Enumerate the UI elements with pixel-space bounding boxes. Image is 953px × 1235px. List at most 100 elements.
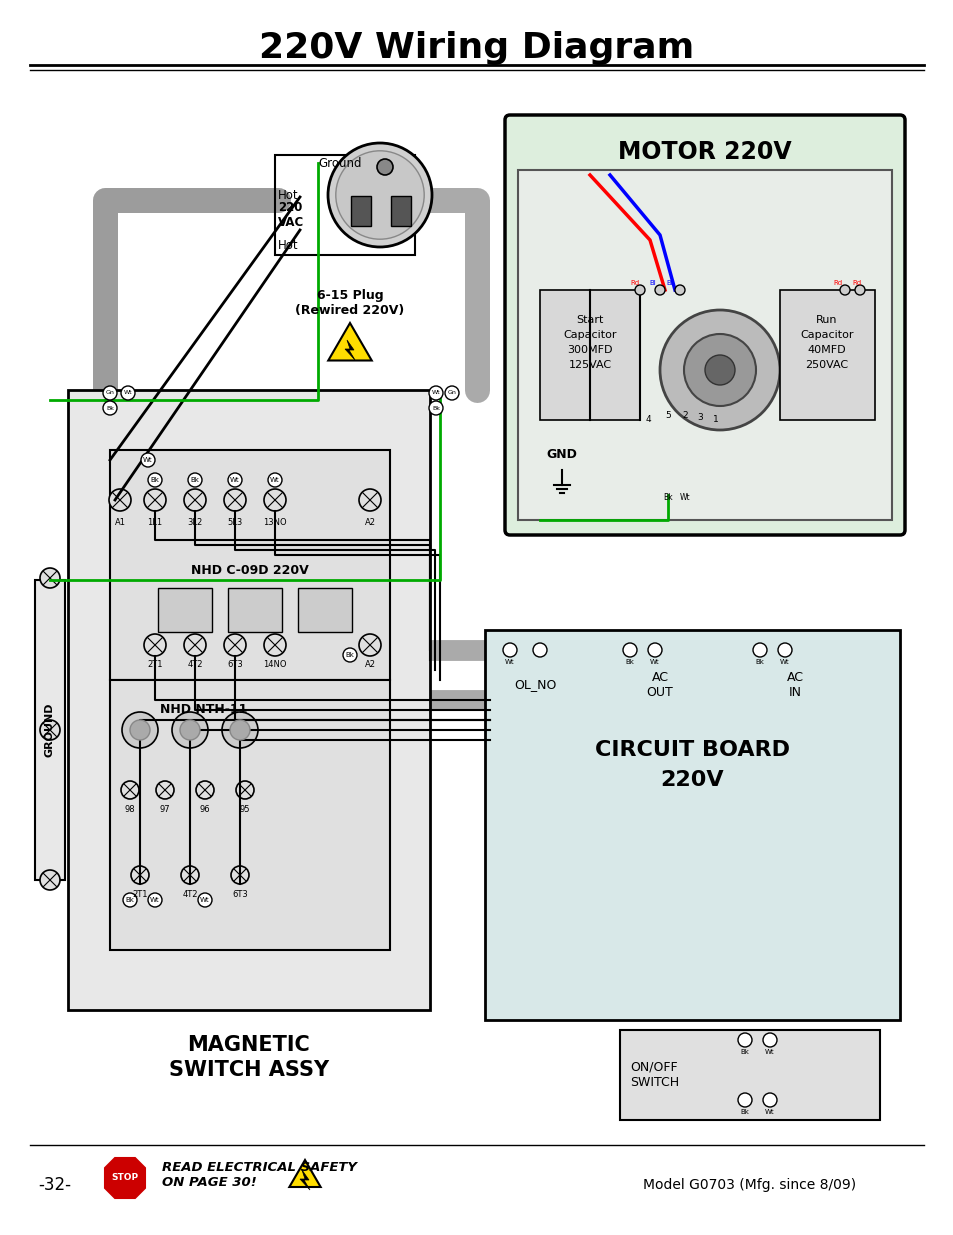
Text: 250VAC: 250VAC bbox=[804, 359, 847, 370]
Text: 95: 95 bbox=[239, 805, 250, 814]
Circle shape bbox=[358, 634, 380, 656]
Circle shape bbox=[738, 1032, 751, 1047]
Circle shape bbox=[103, 387, 117, 400]
Text: Bk: Bk bbox=[432, 405, 439, 410]
Polygon shape bbox=[345, 340, 355, 359]
Text: -32-: -32- bbox=[38, 1176, 71, 1194]
Text: Rd: Rd bbox=[630, 280, 639, 287]
Circle shape bbox=[335, 151, 424, 240]
Circle shape bbox=[122, 713, 158, 748]
Circle shape bbox=[328, 143, 432, 247]
Circle shape bbox=[635, 285, 644, 295]
Circle shape bbox=[40, 568, 60, 588]
Circle shape bbox=[502, 643, 517, 657]
Circle shape bbox=[264, 489, 286, 511]
Circle shape bbox=[358, 489, 380, 511]
Circle shape bbox=[533, 643, 546, 657]
FancyBboxPatch shape bbox=[35, 580, 65, 881]
FancyBboxPatch shape bbox=[539, 290, 639, 420]
FancyBboxPatch shape bbox=[228, 588, 282, 632]
Text: 5L3: 5L3 bbox=[227, 517, 242, 527]
FancyBboxPatch shape bbox=[351, 196, 371, 226]
Text: Bk: Bk bbox=[740, 1049, 749, 1055]
Text: AC: AC bbox=[785, 672, 802, 684]
Text: Wt: Wt bbox=[505, 659, 515, 664]
Polygon shape bbox=[289, 1160, 320, 1187]
Text: A2: A2 bbox=[364, 517, 375, 527]
Text: Wt: Wt bbox=[143, 457, 152, 463]
Text: GND: GND bbox=[545, 448, 577, 462]
Circle shape bbox=[148, 473, 162, 487]
Polygon shape bbox=[105, 1158, 145, 1198]
Text: Bk: Bk bbox=[662, 494, 672, 503]
Text: STOP: STOP bbox=[112, 1173, 138, 1182]
Circle shape bbox=[224, 634, 246, 656]
Circle shape bbox=[148, 893, 162, 906]
Circle shape bbox=[659, 310, 780, 430]
Polygon shape bbox=[328, 324, 372, 361]
Text: 40MFD: 40MFD bbox=[807, 345, 845, 354]
Text: Gn: Gn bbox=[447, 390, 456, 395]
FancyBboxPatch shape bbox=[780, 290, 874, 420]
Circle shape bbox=[109, 489, 131, 511]
Text: SWITCH ASSY: SWITCH ASSY bbox=[169, 1060, 329, 1079]
Text: 98: 98 bbox=[125, 805, 135, 814]
Circle shape bbox=[429, 401, 442, 415]
Text: Wt: Wt bbox=[150, 897, 160, 903]
Text: Bk: Bk bbox=[345, 652, 355, 658]
Text: A2: A2 bbox=[364, 659, 375, 669]
Text: MAGNETIC: MAGNETIC bbox=[188, 1035, 310, 1055]
Text: Bk: Bk bbox=[625, 659, 634, 664]
Text: 2T1: 2T1 bbox=[147, 659, 163, 669]
Circle shape bbox=[180, 720, 200, 740]
Text: Capacitor: Capacitor bbox=[562, 330, 616, 340]
Circle shape bbox=[752, 643, 766, 657]
Text: 4T2: 4T2 bbox=[187, 659, 203, 669]
Text: CIRCUIT BOARD: CIRCUIT BOARD bbox=[595, 740, 789, 760]
FancyBboxPatch shape bbox=[68, 390, 430, 1010]
Text: Wt: Wt bbox=[764, 1049, 774, 1055]
Circle shape bbox=[40, 720, 60, 740]
Text: Rd: Rd bbox=[833, 280, 841, 287]
FancyBboxPatch shape bbox=[110, 450, 390, 680]
Text: OL_NO: OL_NO bbox=[514, 678, 556, 692]
Text: Wt: Wt bbox=[200, 897, 210, 903]
Circle shape bbox=[264, 634, 286, 656]
FancyBboxPatch shape bbox=[619, 1030, 879, 1120]
Text: Bl: Bl bbox=[666, 280, 673, 287]
Text: 13NO: 13NO bbox=[263, 517, 287, 527]
Text: Ground: Ground bbox=[317, 157, 361, 169]
Circle shape bbox=[228, 473, 242, 487]
FancyBboxPatch shape bbox=[484, 630, 899, 1020]
FancyBboxPatch shape bbox=[158, 588, 212, 632]
Text: 4T2: 4T2 bbox=[182, 890, 197, 899]
FancyBboxPatch shape bbox=[504, 115, 904, 535]
Text: Wt: Wt bbox=[679, 494, 690, 503]
Text: Bk: Bk bbox=[126, 897, 134, 903]
Circle shape bbox=[231, 866, 249, 884]
Circle shape bbox=[762, 1032, 776, 1047]
Text: Wt: Wt bbox=[764, 1109, 774, 1115]
Text: Bk: Bk bbox=[740, 1109, 749, 1115]
Text: 4: 4 bbox=[644, 415, 650, 425]
Circle shape bbox=[675, 285, 684, 295]
Circle shape bbox=[198, 893, 212, 906]
Text: Wt: Wt bbox=[650, 659, 659, 664]
Text: Start: Start bbox=[576, 315, 603, 325]
FancyBboxPatch shape bbox=[517, 170, 891, 520]
Circle shape bbox=[647, 643, 661, 657]
Text: Hot: Hot bbox=[277, 238, 298, 252]
Circle shape bbox=[40, 869, 60, 890]
Text: 220V: 220V bbox=[660, 769, 723, 790]
Text: GROUND: GROUND bbox=[45, 703, 55, 757]
Text: NHD C-09D 220V: NHD C-09D 220V bbox=[191, 563, 309, 577]
Circle shape bbox=[131, 866, 149, 884]
FancyBboxPatch shape bbox=[391, 196, 411, 226]
Text: 300MFD: 300MFD bbox=[567, 345, 612, 354]
Circle shape bbox=[444, 387, 458, 400]
Text: 6T3: 6T3 bbox=[227, 659, 243, 669]
Text: 6-15 Plug: 6-15 Plug bbox=[316, 289, 383, 301]
Circle shape bbox=[268, 473, 282, 487]
Text: Rd: Rd bbox=[852, 280, 861, 287]
Text: 2T1: 2T1 bbox=[132, 890, 148, 899]
